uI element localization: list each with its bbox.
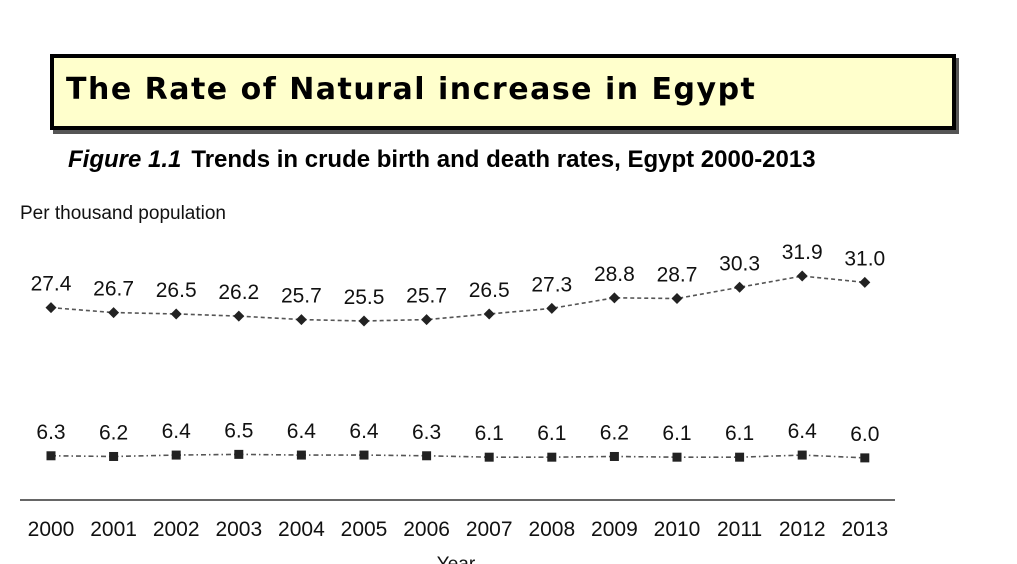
- series-1-point: [609, 451, 619, 461]
- series-1-point: [484, 452, 494, 462]
- figure-title-text: Trends in crude birth and death rates, E…: [191, 146, 816, 173]
- series-1-point: [735, 452, 745, 462]
- x-tick-label: 2008: [528, 518, 575, 541]
- series-0-data-label: 26.5: [469, 279, 510, 302]
- series-0-data-label: 27.3: [531, 273, 572, 296]
- banner-title: The Rate of Natural increase in Egypt: [66, 72, 757, 107]
- x-tick-label: 2000: [28, 518, 75, 541]
- series-0-point: [233, 310, 245, 322]
- series-1-point: [234, 449, 244, 459]
- series-1-point: [797, 450, 807, 460]
- series-1-line: [50, 453, 865, 459]
- series-0-point: [358, 315, 370, 327]
- x-tick-label: 2013: [841, 518, 888, 541]
- y-axis-label: Per thousand population: [20, 203, 226, 224]
- series-0-data-label: 28.8: [594, 263, 635, 286]
- series-1-data-label: 6.3: [412, 421, 441, 444]
- series-0-data-label: 30.3: [719, 252, 760, 275]
- x-tick-label: 2009: [591, 518, 638, 541]
- series-1-point: [296, 450, 306, 460]
- figure-title: Figure 1.1 Trends in crude birth and deat…: [68, 146, 816, 174]
- series-0-line: [50, 275, 865, 322]
- series-1-point: [860, 453, 870, 463]
- series-1-point: [422, 451, 432, 461]
- series-0-data-label: 26.2: [218, 281, 259, 304]
- series-1-data-label: 6.2: [600, 421, 629, 444]
- series-0-point: [859, 276, 871, 288]
- x-tick-label: 2003: [215, 518, 262, 541]
- series-1-point: [46, 451, 56, 461]
- series-1-data-label: 6.4: [788, 420, 818, 443]
- series-1-data-label: 6.1: [537, 422, 566, 445]
- series-0-data-label: 27.4: [31, 273, 72, 296]
- series-0-data-label: 26.5: [156, 279, 197, 302]
- series-0-point: [671, 293, 683, 305]
- x-tick-label: 2012: [779, 518, 826, 541]
- x-tick-label: 2006: [403, 518, 450, 541]
- series-1-data-label: 6.5: [224, 419, 253, 442]
- series-0-point: [608, 292, 620, 304]
- title-banner: The Rate of Natural increase in Egypt: [50, 54, 956, 130]
- series-1-point: [109, 451, 119, 461]
- series-0-point: [546, 302, 558, 314]
- x-tick-label: 2002: [153, 518, 200, 541]
- series-0-point: [295, 314, 307, 326]
- x-tick-label: 2007: [466, 518, 513, 541]
- series-1-data-label: 6.4: [287, 420, 317, 443]
- series-1-point: [672, 452, 682, 462]
- series-0-data-label: 31.9: [782, 241, 823, 264]
- figure-label: Figure 1.1: [68, 146, 182, 173]
- x-tick-label: 2004: [278, 518, 325, 541]
- x-axis-title: Year: [437, 554, 476, 564]
- series-0-data-label: 25.5: [344, 286, 385, 309]
- series-0-point: [796, 270, 808, 282]
- x-tick-label: 2001: [90, 518, 137, 541]
- series-1-point: [359, 450, 369, 460]
- series-1-data-label: 6.1: [662, 422, 691, 445]
- series-1-data-label: 6.1: [475, 422, 504, 445]
- series-0-data-label: 25.7: [406, 285, 447, 308]
- series-1-point: [547, 452, 557, 462]
- series-1-data-label: 6.4: [349, 420, 379, 443]
- series-0-point: [170, 308, 182, 320]
- series-0-point: [483, 308, 495, 320]
- x-tick-label: 2011: [717, 518, 762, 541]
- series-1-data-label: 6.0: [850, 423, 879, 446]
- series-0-point: [45, 302, 57, 314]
- x-tick-label: 2005: [341, 518, 388, 541]
- series-0-data-label: 31.0: [844, 247, 885, 270]
- x-tick-label: 2010: [654, 518, 701, 541]
- series-0-data-label: 25.7: [281, 285, 322, 308]
- series-1-data-label: 6.3: [36, 421, 65, 444]
- series-1-point: [171, 450, 181, 460]
- series-1-data-label: 6.2: [99, 421, 128, 444]
- series-0-data-label: 28.7: [657, 264, 698, 287]
- series-0-data-label: 26.7: [93, 278, 134, 301]
- series-0-point: [734, 281, 746, 293]
- series-0-point: [421, 314, 433, 326]
- series-0-point: [108, 307, 120, 319]
- series-1-data-label: 6.1: [725, 422, 754, 445]
- series-1-data-label: 6.4: [162, 420, 192, 443]
